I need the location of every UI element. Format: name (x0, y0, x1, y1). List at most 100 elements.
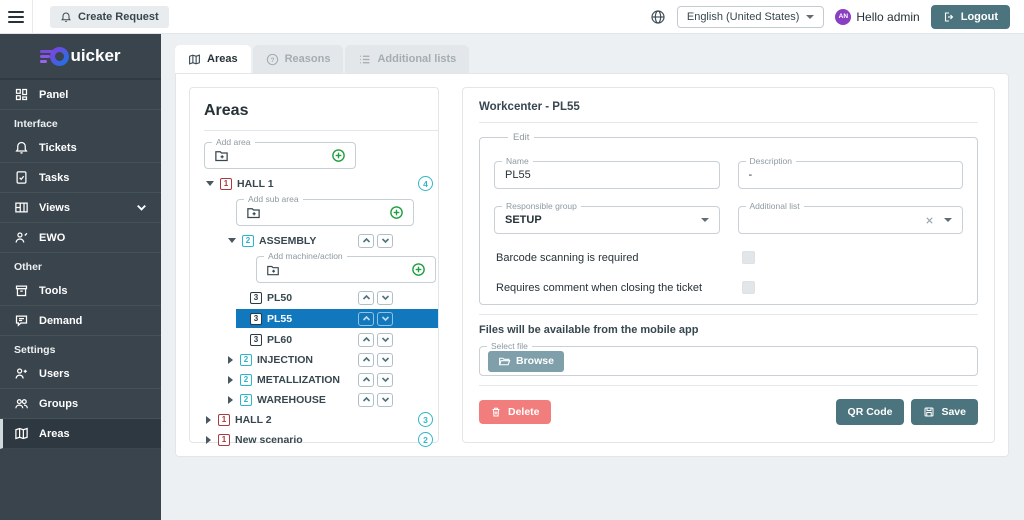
move-up-button[interactable] (358, 233, 374, 248)
tree-item-hall-2[interactable]: 1 HALL 2 3 (190, 411, 438, 428)
level-badge: 1 (220, 177, 232, 190)
add-area-plus-button[interactable] (331, 148, 346, 163)
tab-additional-lists[interactable]: Additional lists (345, 45, 470, 73)
create-request-button[interactable]: Create Request (50, 5, 169, 28)
move-up-button[interactable] (358, 311, 374, 326)
comment-checkbox[interactable] (742, 281, 755, 294)
sidebar: uicker Panel Interface Tickets Tasks Vie… (0, 34, 161, 520)
level-badge: 2 (240, 373, 252, 386)
tree-item-pl55-selected[interactable]: 3 PL55 (236, 309, 438, 328)
columns-icon (14, 200, 29, 215)
tree-item-metallization[interactable]: 2 METALLIZATION (190, 371, 438, 388)
move-down-button[interactable] (377, 311, 393, 326)
additional-list-select[interactable]: Additional list (737, 201, 963, 234)
caret-down-icon[interactable] (228, 238, 236, 243)
sidebar-section-other: Other (14, 261, 43, 273)
add-area-input[interactable]: Add area (204, 137, 356, 169)
logout-icon (943, 11, 955, 23)
delete-button[interactable]: Delete (479, 400, 551, 424)
tab-bar: Areas ? Reasons Additional lists (175, 45, 1009, 73)
move-up-button[interactable] (358, 352, 374, 367)
count-badge: 4 (418, 176, 433, 191)
add-machine-plus-button[interactable] (411, 262, 426, 277)
move-up-button[interactable] (358, 332, 374, 347)
people-icon (14, 396, 29, 411)
sidebar-item-users[interactable]: Users (0, 359, 161, 389)
sidebar-item-demand[interactable]: Demand (0, 306, 161, 336)
caret-down-icon[interactable] (206, 181, 214, 186)
edit-fieldset: Edit Name PL55 Description - Responsible… (479, 132, 978, 305)
move-up-button[interactable] (358, 372, 374, 387)
globe-icon[interactable] (650, 9, 666, 25)
clear-x-icon[interactable] (924, 215, 935, 226)
chat-icon (14, 313, 29, 328)
areas-tree-card: Areas Add area 1 HALL 1 4 Add sub area (189, 87, 439, 447)
sidebar-item-tasks[interactable]: Tasks (0, 163, 161, 193)
sidebar-item-views[interactable]: Views (0, 193, 161, 223)
tab-reasons[interactable]: ? Reasons (252, 45, 344, 73)
level-badge: 2 (240, 393, 252, 406)
logo-text: uicker (70, 46, 121, 65)
barcode-checkbox[interactable] (742, 251, 755, 264)
move-down-button[interactable] (377, 392, 393, 407)
logout-button[interactable]: Logout (930, 4, 1010, 29)
move-up-button[interactable] (358, 290, 374, 305)
tree-item-injection[interactable]: 2 INJECTION (190, 351, 438, 368)
level-badge: 1 (218, 413, 230, 426)
move-down-button[interactable] (377, 233, 393, 248)
tree-item-assembly[interactable]: 2 ASSEMBLY (190, 232, 438, 249)
person-edit-icon (14, 230, 29, 245)
qr-code-button[interactable]: QR Code (835, 399, 905, 425)
move-up-button[interactable] (358, 392, 374, 407)
tree-item-hall-1[interactable]: 1 HALL 1 4 (190, 175, 438, 192)
sidebar-item-areas[interactable]: Areas (0, 419, 161, 449)
svg-text:?: ? (270, 56, 274, 63)
map-icon (14, 426, 29, 441)
avatar[interactable]: AN (835, 8, 852, 25)
tree-item-pl50[interactable]: 3 PL50 (190, 289, 438, 306)
add-machine-action-input[interactable]: Add machine/action (256, 251, 436, 283)
caret-down-icon[interactable] (700, 218, 709, 222)
bell-icon (60, 11, 72, 23)
save-button[interactable]: Save (911, 399, 978, 425)
count-badge: 3 (418, 412, 433, 427)
move-down-button[interactable] (377, 372, 393, 387)
tree-item-pl60[interactable]: 3 PL60 (190, 331, 438, 348)
caret-down-icon[interactable] (944, 218, 952, 222)
sidebar-item-groups[interactable]: Groups (0, 389, 161, 419)
caret-right-icon[interactable] (228, 355, 233, 364)
tree-item-new-scenario[interactable]: 1 New scenario 2 (190, 431, 438, 448)
workcenter-title: Workcenter - PL55 (479, 101, 580, 113)
level-badge: 3 (250, 312, 262, 325)
language-select[interactable]: English (United States) (676, 5, 825, 28)
move-down-button[interactable] (377, 290, 393, 305)
app-logo[interactable]: uicker (0, 34, 161, 80)
add-sub-area-input[interactable]: Add sub area (236, 194, 414, 226)
level-badge: 2 (242, 234, 254, 247)
caret-right-icon[interactable] (206, 435, 211, 444)
box-icon (14, 283, 29, 298)
divider (479, 385, 978, 386)
level-badge: 2 (240, 353, 252, 366)
hamburger-menu-button[interactable] (0, 0, 33, 34)
browse-button[interactable]: Browse (488, 350, 564, 372)
sidebar-item-tools[interactable]: Tools (0, 276, 161, 306)
sidebar-item-tickets[interactable]: Tickets (0, 133, 161, 163)
caret-right-icon[interactable] (206, 415, 211, 424)
add-sub-area-plus-button[interactable] (389, 205, 404, 220)
user-plus-icon (14, 366, 29, 381)
caret-right-icon[interactable] (228, 375, 233, 384)
move-down-button[interactable] (377, 352, 393, 367)
name-field[interactable]: Name PL55 (494, 156, 720, 189)
caret-right-icon[interactable] (228, 395, 233, 404)
tab-areas[interactable]: Areas (175, 45, 251, 73)
description-field[interactable]: Description - (737, 156, 963, 189)
logo-q-icon (50, 46, 70, 66)
tree-item-warehouse[interactable]: 2 WAREHOUSE (190, 391, 438, 408)
responsible-group-select[interactable]: Responsible group SETUP (494, 201, 720, 234)
map-icon (188, 53, 201, 66)
move-down-button[interactable] (377, 332, 393, 347)
sidebar-item-ewo[interactable]: EWO (0, 223, 161, 253)
bell-icon (14, 140, 29, 155)
sidebar-item-panel[interactable]: Panel (0, 80, 161, 110)
